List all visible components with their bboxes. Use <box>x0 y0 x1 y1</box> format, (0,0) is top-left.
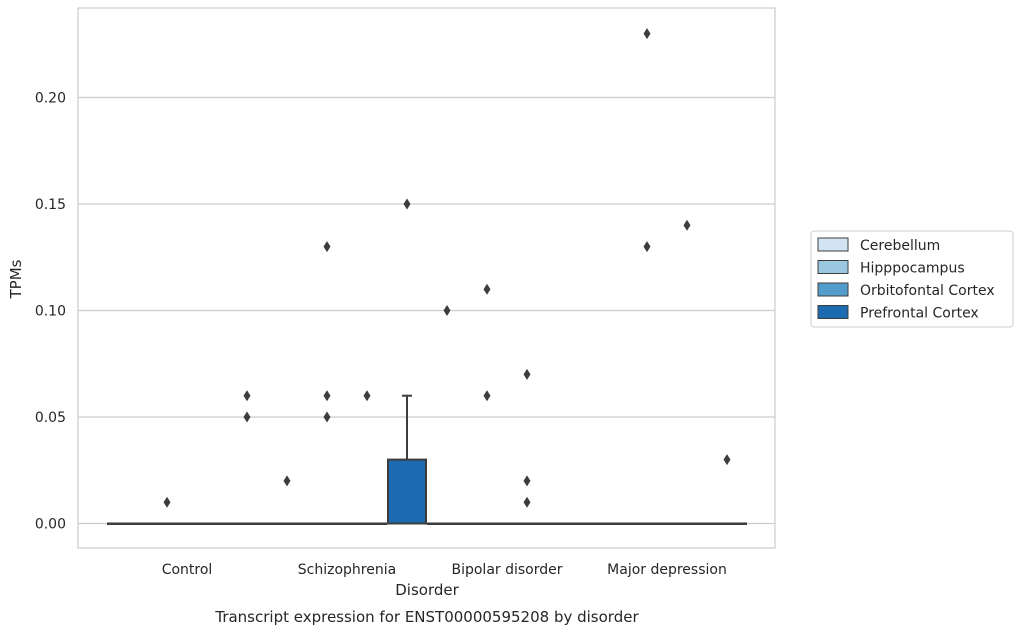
legend-label: Cerebellum <box>860 238 940 254</box>
y-tick-label: 0.05 <box>35 410 66 426</box>
x-tick-label: Control <box>162 562 213 578</box>
box <box>467 522 507 525</box>
x-tick-label: Bipolar disorder <box>451 562 562 578</box>
y-tick-labels: 0.00 0.05 0.10 0.15 0.20 <box>35 91 66 533</box>
legend-label: Hipppocampus <box>860 261 965 277</box>
x-tick-labels: Control Schizophrenia Bipolar disorder Majo… <box>162 562 727 578</box>
box <box>347 522 387 525</box>
box <box>667 522 707 525</box>
outlier-point <box>323 411 331 423</box>
legend-items: Cerebellum Hipppocampus Orbitofontal Corte… <box>817 237 995 322</box>
outlier-point <box>483 283 491 295</box>
outlier-point <box>443 305 451 316</box>
outlier-point <box>323 241 331 253</box>
legend-swatch <box>817 305 849 319</box>
outlier-point <box>643 241 651 253</box>
outlier-point <box>643 28 651 40</box>
box <box>147 522 187 525</box>
box <box>547 522 587 525</box>
box <box>227 522 267 525</box>
outlier-point <box>523 475 531 487</box>
y-axis-label: TPMs <box>7 259 25 299</box>
y-tick-label: 0.10 <box>35 304 66 320</box>
y-tick-label: 0.20 <box>35 91 66 107</box>
outlier-point <box>163 496 171 508</box>
outlier-point <box>243 411 251 423</box>
box <box>587 522 627 525</box>
box-iqr <box>387 458 427 525</box>
chart-caption: Transcript expression for ENST0000059520… <box>214 608 639 626</box>
box <box>107 522 147 525</box>
plot-area-frame <box>77 7 776 549</box>
outlier-point <box>283 475 291 487</box>
boxes <box>107 394 747 525</box>
outlier-point <box>683 219 691 231</box>
box <box>707 522 747 525</box>
legend-swatch <box>817 237 849 252</box>
outlier-point <box>243 390 251 402</box>
outlier-point <box>723 454 731 466</box>
outlier-point <box>523 368 531 380</box>
outlier-point <box>323 390 331 402</box>
x-tick-label: Major depression <box>607 562 727 578</box>
outlier-point <box>363 390 371 402</box>
outlier-point <box>403 198 411 210</box>
outlier-point <box>523 496 531 508</box>
legend: Cerebellum Hipppocampus Orbitofontal Corte… <box>810 230 1014 328</box>
y-tick-label: 0.00 <box>35 517 66 533</box>
box <box>387 394 427 525</box>
outlier-markers <box>163 28 731 508</box>
legend-label: Prefrontal Cortex <box>860 306 979 322</box>
box <box>507 522 547 525</box>
legend-swatch <box>817 282 849 297</box>
legend-frame <box>810 230 1014 328</box>
box <box>187 522 227 525</box>
x-tick-label: Schizophrenia <box>298 562 396 578</box>
box <box>267 522 307 525</box>
box <box>307 522 347 525</box>
legend-swatch <box>817 260 849 274</box>
y-tick-label: 0.15 <box>35 197 66 213</box>
outlier-point <box>483 390 491 402</box>
box <box>627 522 667 525</box>
box <box>427 522 467 525</box>
legend-label: Orbitofontal Cortex <box>860 283 995 299</box>
x-axis-label: Disorder <box>395 581 459 599</box>
